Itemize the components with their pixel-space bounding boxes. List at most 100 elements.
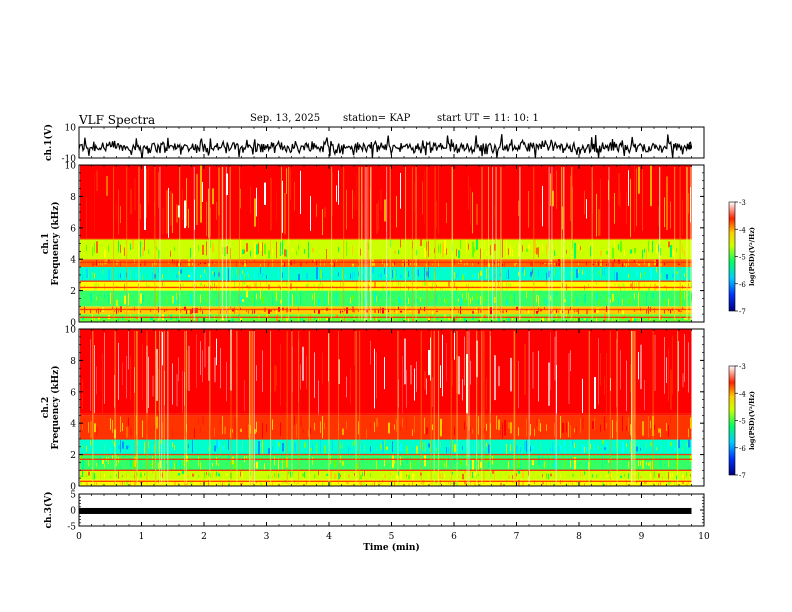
spectrogram-streak (280, 475, 281, 477)
spectrogram-streak (630, 424, 631, 436)
spectrogram-streak (238, 261, 240, 266)
spectrogram-streak (412, 473, 414, 480)
spectrogram-streak (136, 317, 138, 320)
spectrogram-streak (90, 185, 91, 229)
sferic-burst (161, 331, 163, 484)
spectrogram-streak (590, 443, 591, 450)
spectrogram-streak (488, 444, 490, 454)
spectrogram-streak (638, 166, 640, 194)
spectrogram-streak (436, 275, 437, 281)
spectrogram-streak (546, 480, 547, 486)
sferic-burst (155, 331, 157, 484)
spectrogram-streak (82, 444, 83, 449)
spectrogram-streak (342, 270, 343, 280)
spectrogram-streak (182, 188, 183, 221)
spectrogram-streak (618, 259, 620, 264)
spectrogram-streak (486, 268, 487, 279)
spectrogram-streak (118, 274, 119, 279)
spectrogram-streak (204, 284, 205, 289)
spectrogram-streak (682, 481, 684, 484)
spectrogram-streak (574, 297, 575, 305)
spectrogram-streak (680, 290, 682, 307)
spectrogram-streak (508, 282, 509, 289)
spectrogram-streak (520, 446, 521, 453)
spectrogram-streak (584, 318, 586, 320)
spectrogram-streak (498, 473, 500, 480)
spectrogram-streak (192, 283, 193, 287)
spectrogram-streak (122, 480, 123, 486)
spectrogram-streak (532, 446, 534, 449)
spectrogram-streak (244, 281, 245, 286)
spectrogram-streak (308, 241, 309, 258)
spectrogram-streak (184, 306, 186, 311)
spectrogram-streak (634, 282, 635, 291)
spectrogram-streak (606, 295, 607, 302)
spectrogram-streak (344, 260, 346, 266)
spectrogram-streak (562, 318, 563, 322)
sferic-burst (609, 331, 611, 484)
spectrogram-streak (166, 190, 168, 234)
sferic-burst (456, 331, 458, 484)
spectrogram-streak (276, 310, 277, 315)
spectrogram-streak (344, 443, 345, 451)
spectrogram-streak (658, 206, 659, 226)
spectrogram-streak (280, 442, 282, 454)
spectrogram-streak (108, 269, 110, 281)
spectrogram-streak (434, 248, 435, 254)
y-tick-label: 6 (70, 388, 76, 398)
spectrogram-streak (478, 474, 479, 477)
spectrogram-streak (270, 177, 272, 231)
spectrogram-streak (642, 169, 643, 231)
spectrogram-streak (562, 206, 563, 230)
spectrogram-streak (364, 444, 365, 452)
spectrogram-streak (446, 248, 447, 255)
spectrogram-streak (586, 429, 587, 438)
spectrogram-streak (116, 247, 117, 258)
spectrogram-streak (334, 473, 336, 480)
spectrogram-streak (440, 480, 441, 485)
spectrogram-streak (120, 206, 121, 224)
spectrogram-streak (486, 423, 487, 431)
spectrogram-streak (458, 424, 460, 437)
spectrogram-streak (152, 292, 153, 298)
spectrogram-streak (268, 261, 269, 267)
spectrogram-streak (392, 315, 393, 322)
spectrogram-streak (396, 473, 398, 480)
spectrogram-streak (154, 424, 155, 431)
spectrogram-streak (592, 474, 593, 478)
spectrogram-streak (202, 350, 203, 383)
spectrogram-streak (614, 239, 615, 251)
spectrogram-streak (200, 262, 201, 265)
spectrogram-streak (372, 483, 373, 486)
ch3-waveform-trace (79, 507, 692, 514)
spectrogram-streak (620, 241, 622, 253)
spectrogram-streak (196, 317, 198, 322)
spectrogram-streak (512, 350, 514, 393)
spectrogram-streak (86, 268, 88, 278)
spectrogram-streak (108, 245, 109, 252)
spectrogram-streak (544, 298, 545, 305)
spectrogram-streak (104, 317, 105, 322)
sferic-burst (253, 331, 255, 484)
spectrogram-streak (484, 314, 486, 318)
spectrogram-streak (498, 281, 499, 288)
spectrogram-streak (444, 463, 445, 467)
spectrogram-streak (550, 310, 552, 314)
spectrogram-streak (546, 243, 547, 256)
spectrogram-streak (364, 483, 365, 485)
spectrogram-streak (670, 245, 672, 258)
spectrogram-streak (258, 242, 259, 254)
spectrogram-streak (564, 479, 566, 485)
spectrogram-streak (560, 310, 561, 314)
spectrogram-streak (114, 374, 115, 408)
spectrogram-streak (256, 274, 257, 278)
spectrogram-streak (598, 446, 599, 450)
spectrogram-streak (274, 456, 275, 466)
spectrogram-streak (552, 463, 553, 468)
spectrogram-streak (128, 293, 129, 305)
spectrogram-streak (256, 293, 257, 300)
spectrogram-streak (174, 296, 176, 304)
spectrogram-streak (446, 458, 447, 469)
spectrogram-streak (402, 462, 403, 469)
spectrogram-streak (598, 271, 599, 275)
